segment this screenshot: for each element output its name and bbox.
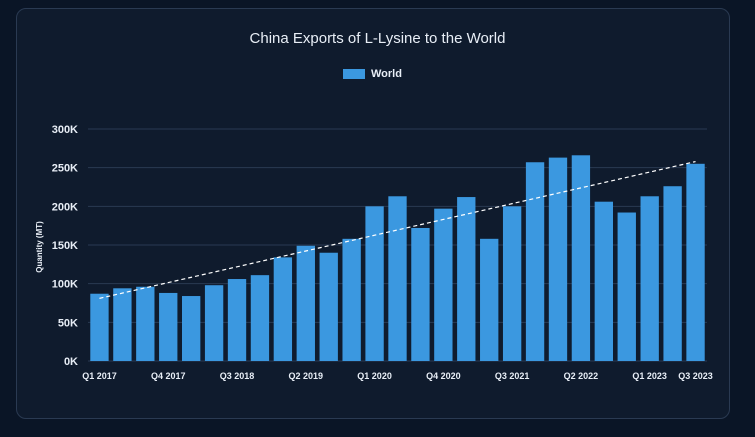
bar-q3-2019[interactable] — [319, 252, 338, 361]
y-tick-labels: 0K 50K 100K 150K 200K 250K 300K — [52, 124, 78, 368]
bar-q2-2017[interactable] — [113, 288, 132, 361]
y-axis-label: Quantity (MT) — [35, 221, 44, 273]
x-tick-labels: Q1 2017 Q4 2017 Q3 2018 Q2 2019 Q1 2020 Q4 20… — [82, 371, 713, 381]
bar-q1-2019[interactable] — [273, 257, 293, 361]
trend-line — [99, 160, 696, 299]
bar-q3-2023[interactable] — [686, 163, 705, 361]
x-tick-label: Q1 2017 — [82, 371, 117, 381]
bar-q4-2022[interactable] — [617, 212, 636, 361]
y-tick-label: 150K — [52, 240, 78, 252]
bar-q3-2022[interactable] — [594, 201, 614, 361]
x-tick-label: Q3 2018 — [220, 371, 255, 381]
bars — [90, 155, 705, 361]
y-tick-label: 250K — [52, 163, 78, 175]
bar-q2-2018[interactable] — [204, 285, 224, 361]
bar-q4-2017[interactable] — [159, 292, 178, 361]
x-tick-label: Q1 2023 — [632, 371, 667, 381]
bar-q1-2017[interactable] — [90, 293, 109, 361]
legend-label-world: World — [371, 68, 402, 80]
y-tick-label: 0K — [64, 356, 78, 368]
bar-q1-2023[interactable] — [640, 196, 659, 361]
bar-q2-2023[interactable] — [663, 186, 682, 361]
bar-q4-2019[interactable] — [342, 238, 361, 361]
bar-q4-2021[interactable] — [525, 162, 545, 361]
bar-q3-2021[interactable] — [502, 206, 522, 361]
x-tick-label: Q1 2020 — [357, 371, 392, 381]
y-tick-label: 300K — [52, 124, 78, 136]
bar-q2-2021[interactable] — [480, 238, 499, 361]
x-tick-label: Q3 2023 — [678, 371, 713, 381]
legend[interactable]: World — [343, 67, 402, 81]
bar-q1-2018[interactable] — [181, 296, 201, 361]
legend-swatch-world — [343, 69, 365, 79]
chart-title: China Exports of L-Lysine to the World — [249, 30, 506, 47]
y-tick-label: 200K — [52, 201, 78, 213]
x-tick-label: Q3 2021 — [495, 371, 530, 381]
bar-q2-2019[interactable] — [296, 245, 315, 361]
bar-q1-2020[interactable] — [365, 206, 384, 361]
bar-q4-2018[interactable] — [250, 275, 270, 361]
trend-layer — [99, 160, 696, 299]
bar-q1-2021[interactable] — [457, 197, 476, 361]
bar-q4-2020[interactable] — [434, 208, 453, 361]
x-tick-label: Q2 2019 — [289, 371, 324, 381]
x-tick-label: Q4 2017 — [151, 371, 186, 381]
y-tick-label: 100K — [52, 279, 78, 291]
bar-q3-2017[interactable] — [136, 286, 155, 361]
bar-q2-2020[interactable] — [388, 196, 407, 361]
bar-q2-2022[interactable] — [571, 155, 591, 361]
bar-q1-2022[interactable] — [548, 157, 568, 361]
bar-q3-2020[interactable] — [411, 227, 430, 361]
x-tick-label: Q2 2022 — [564, 371, 599, 381]
y-tick-label: 50K — [58, 317, 78, 329]
x-tick-label: Q4 2020 — [426, 371, 461, 381]
bar-q3-2018[interactable] — [227, 279, 247, 361]
